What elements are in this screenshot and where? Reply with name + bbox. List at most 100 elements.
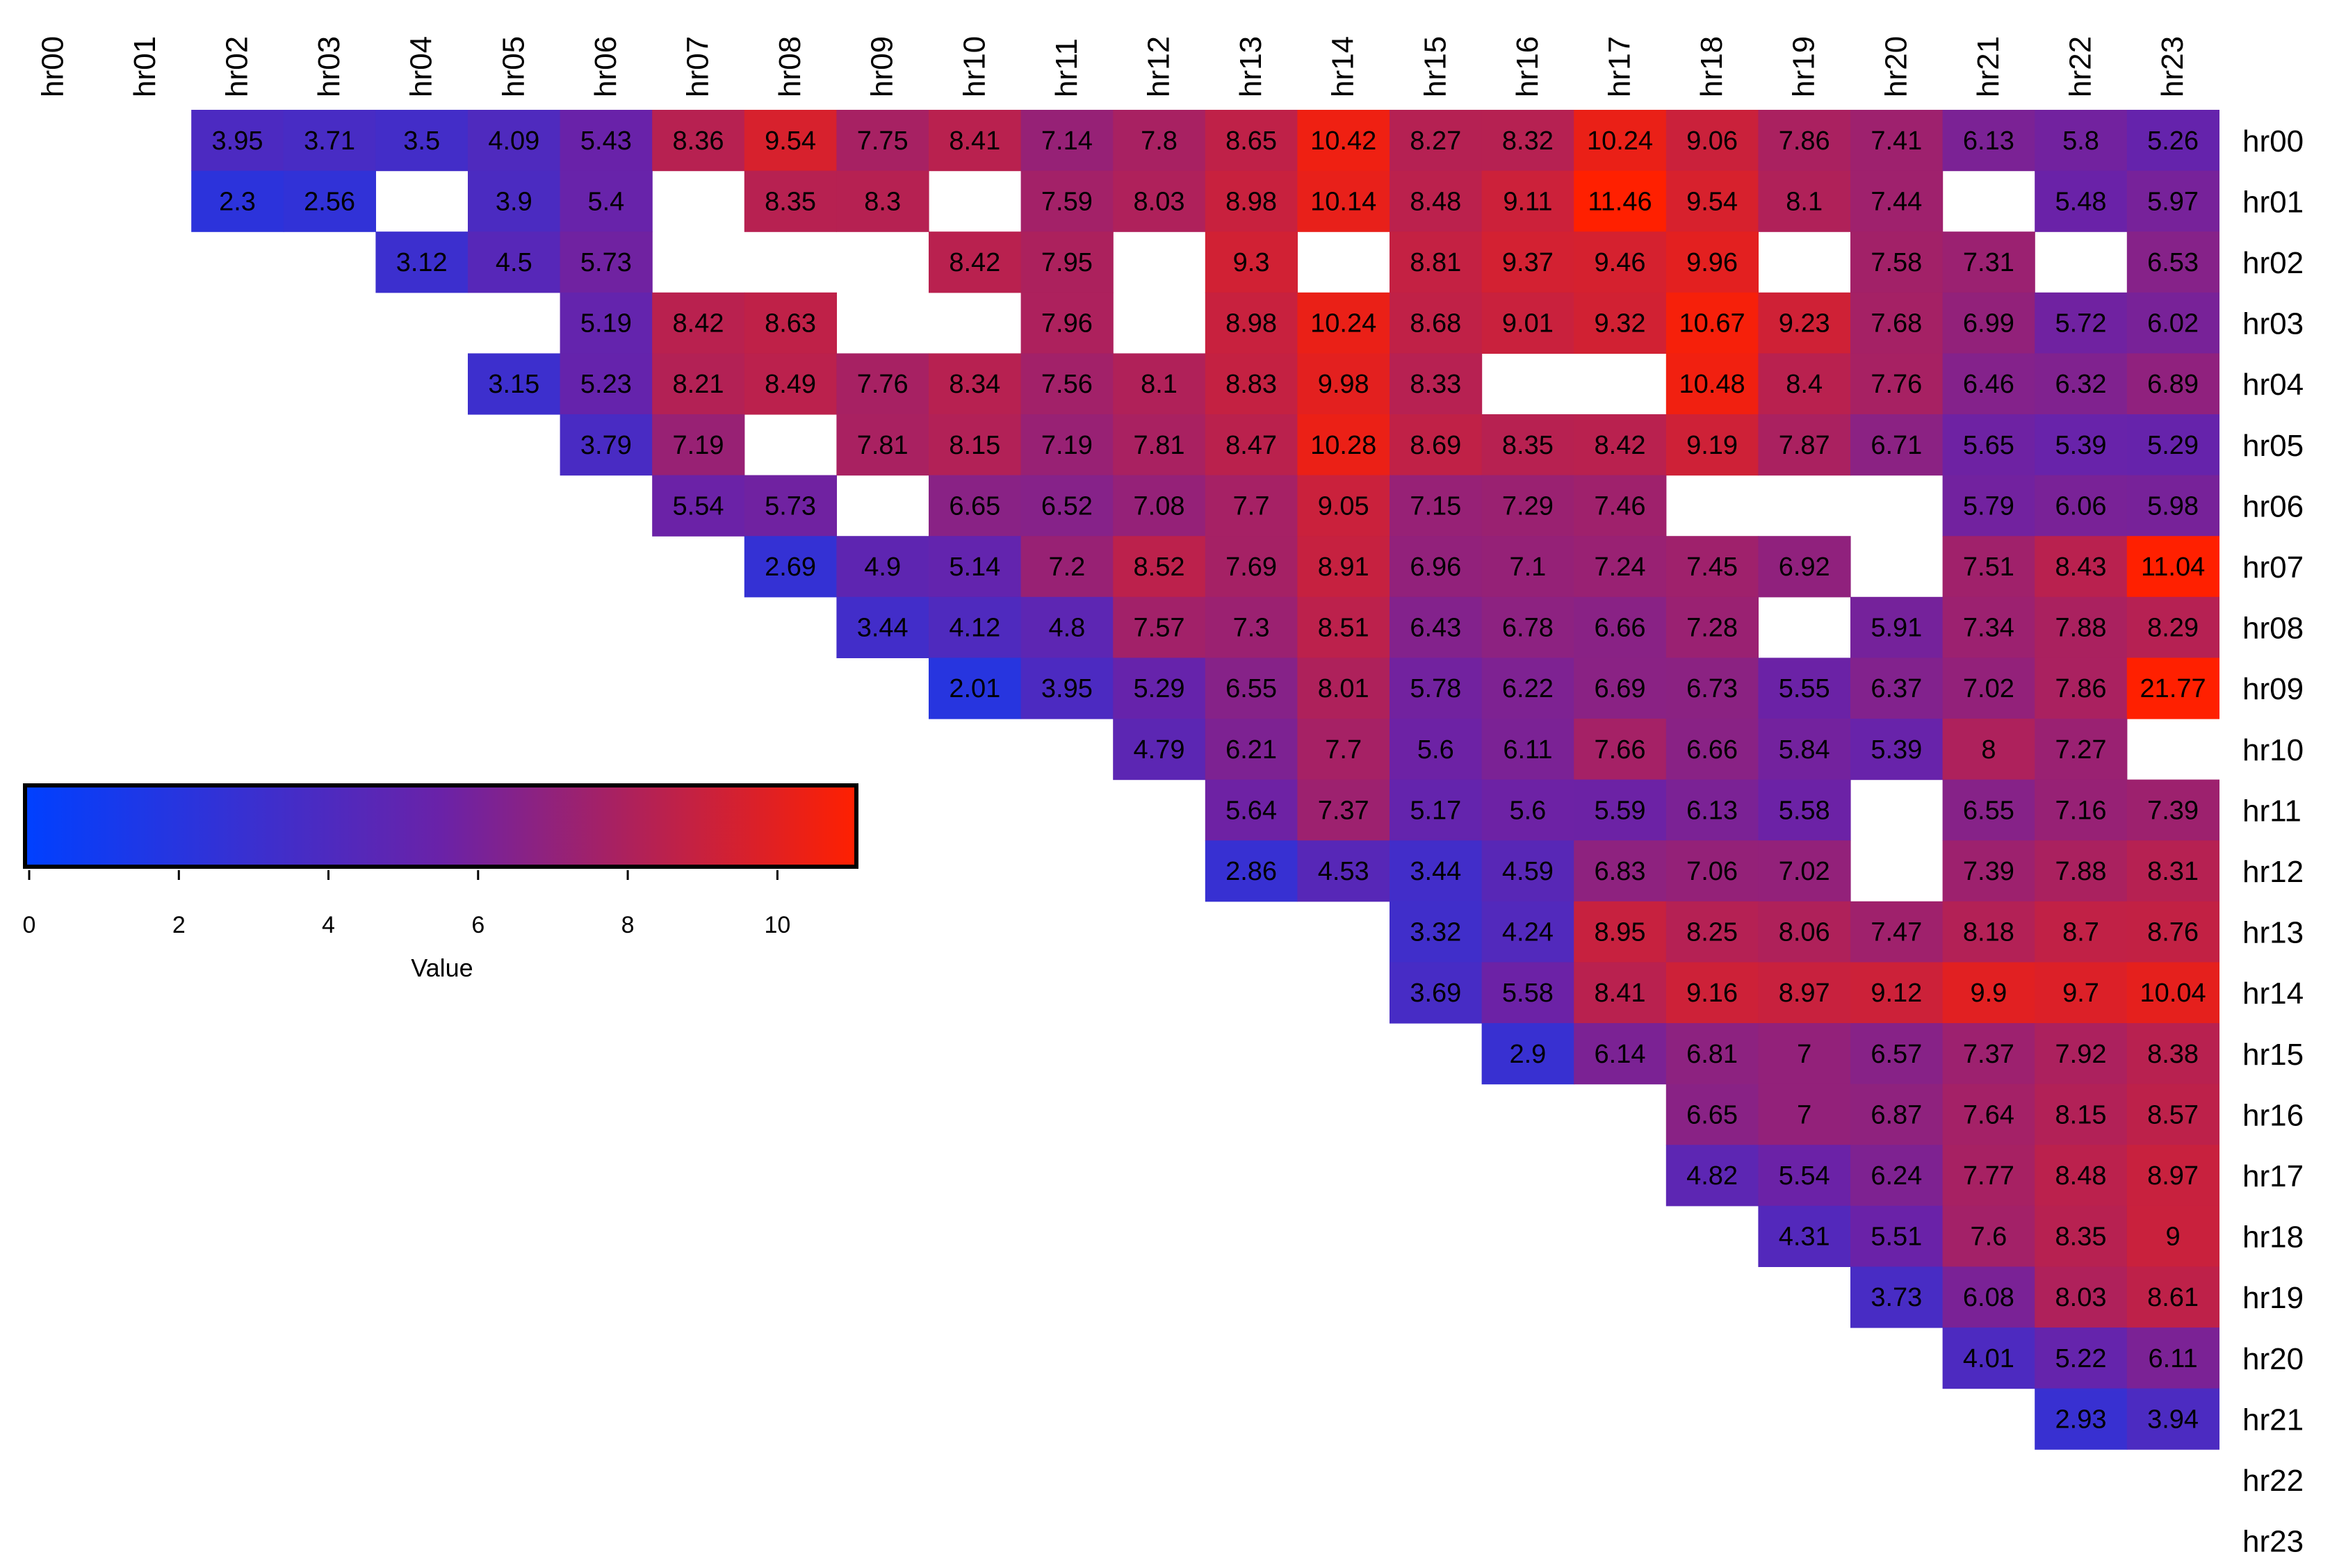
heatmap-cell [1850,170,1944,232]
cell-value-label: 2.9 [1509,1040,1546,1069]
cell-value-label: 7.86 [2055,674,2107,703]
column-label: hr08 [773,36,807,97]
cell-value-label: 8.81 [1410,248,1461,277]
cell-value-label: 7.64 [1963,1100,2014,1129]
row-label: hr10 [2242,733,2304,767]
heatmap-cell [1850,110,1944,172]
heatmap-cell [1205,475,1298,537]
heatmap-cell [1665,779,1759,841]
cell-value-label: 10.48 [1679,370,1745,399]
cell-value-label: 8.98 [1225,309,1277,338]
row-label: hr14 [2242,977,2304,1011]
heatmap-cell [1481,719,1574,781]
cell-value-label: 5.84 [1779,735,1830,765]
heatmap-cell [1665,170,1759,232]
heatmap-cell [1758,901,1851,963]
colorbar-tick-label: 6 [471,912,484,938]
cell-value-label: 8.97 [2147,1161,2199,1191]
heatmap-cell [1942,1084,2035,1145]
cell-value-label: 5.23 [580,370,632,399]
cell-value-label: 7.06 [1686,857,1738,886]
heatmap-cell [1942,292,2035,354]
heatmap-cell [744,536,837,598]
cell-value-label: 7.19 [1041,431,1093,460]
cell-value-label: 9.05 [1318,491,1369,521]
cell-value-label: 4.12 [949,614,1000,643]
heatmap-cell [836,536,929,598]
cell-value-label: 3.95 [212,126,263,156]
cell-value-label: 5.54 [1779,1161,1830,1191]
heatmap-cell [1574,962,1667,1024]
heatmap-cell [1850,1023,1944,1085]
cell-value-label: 7.41 [1871,126,1922,156]
heatmap-cell [2035,170,2128,232]
heatmap-cell [744,110,837,172]
heatmap-cell [1758,1084,1851,1145]
cell-value-label: 5.73 [765,491,816,521]
heatmap-cell [1942,840,2035,902]
heatmap-cell [1942,962,2035,1024]
cell-value-label: 4.09 [488,126,539,156]
heatmap-cell [375,231,469,293]
heatmap-cells [191,110,2219,1450]
heatmap-cell [1850,292,1944,354]
colorbar-tick-label: 8 [621,912,635,938]
heatmap-cell [744,353,837,415]
heatmap-cell [2126,1023,2219,1085]
cell-value-label: 9.54 [1686,187,1738,216]
cell-value-label: 9.9 [1970,979,2007,1008]
heatmap-cell [2035,414,2128,476]
heatmap-cell [2126,475,2219,537]
column-label: hr16 [1510,36,1545,97]
heatmap-cell [1297,536,1390,598]
cell-value-label: 7.86 [1779,126,1830,156]
cell-value-label: 9.7 [2062,979,2099,1008]
heatmap-cell [1481,1023,1574,1085]
heatmap-cell [1758,170,1851,232]
cell-value-label: 7.19 [673,431,724,460]
cell-value-label: 6.73 [1686,674,1738,703]
cell-value-label: 8.47 [1225,431,1277,460]
cell-value-label: 7.69 [1225,553,1277,582]
heatmap-cell [929,110,1022,172]
heatmap-cell [468,231,561,293]
cell-value-label: 7.68 [1871,309,1922,338]
cell-value-label: 8.36 [673,126,724,156]
heatmap-cell [744,475,837,537]
cell-value-label: 5.54 [673,491,724,521]
heatmap-cell [1297,719,1390,781]
heatmap-cell [468,353,561,415]
cell-value-label: 5.72 [2055,309,2107,338]
cell-value-label: 7.29 [1502,491,1554,521]
cell-value-label: 5.6 [1509,796,1546,825]
cell-value-label: 10.42 [1310,126,1376,156]
cell-value-label: 7.92 [2055,1040,2107,1069]
heatmap-cell [1020,536,1114,598]
row-label: hr23 [2242,1525,2304,1559]
cell-value-label: 7.14 [1041,126,1093,156]
column-label: hr06 [589,36,623,97]
heatmap-cell [1850,231,1944,293]
heatmap-cell [283,170,376,232]
cell-value-label: 8.51 [1318,614,1369,643]
heatmap-cell [1390,719,1483,781]
cell-value-label: 7.76 [857,370,909,399]
column-label: hr04 [405,36,439,97]
cell-value-label: 8.27 [1410,126,1461,156]
heatmap-cell [1113,719,1206,781]
heatmap-cell [744,292,837,354]
cell-value-label: 6.57 [1871,1040,1922,1069]
heatmap-cell [1850,1266,1944,1328]
cell-value-label: 6.37 [1871,674,1922,703]
cell-value-label: 5.51 [1871,1223,1922,1252]
cell-value-label: 8.32 [1502,126,1554,156]
cell-value-label: 4.59 [1502,857,1554,886]
cell-value-label: 8.15 [949,431,1000,460]
heatmap-cell [1942,536,2035,598]
heatmap-cell [1665,658,1759,719]
cell-value-label: 6.32 [2055,370,2107,399]
cell-value-label: 6.22 [1502,674,1554,703]
heatmap-cell [2126,414,2219,476]
heatmap-cell [1205,231,1298,293]
heatmap-cell [1574,536,1667,598]
